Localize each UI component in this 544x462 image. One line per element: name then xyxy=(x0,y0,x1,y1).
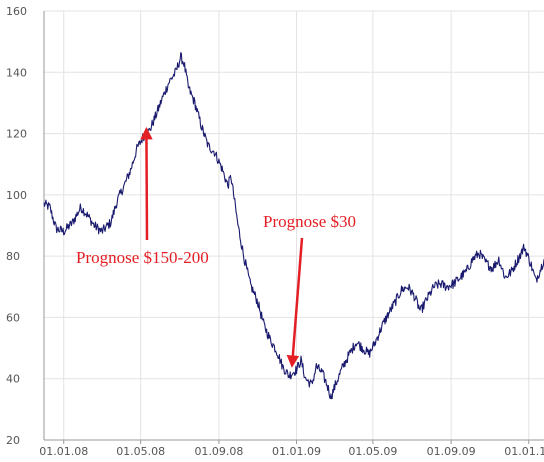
annotation-arrow xyxy=(286,237,304,368)
y-tick-label: 80 xyxy=(6,250,20,263)
y-tick-label: 120 xyxy=(6,128,27,141)
y-tick-label: 100 xyxy=(6,189,27,202)
y-tick-label: 140 xyxy=(6,66,27,79)
annotation-arrow xyxy=(140,126,153,241)
x-tick-label: 01.01.08 xyxy=(39,445,88,458)
x-tick-label: 01.01.10 xyxy=(504,445,544,458)
x-tick-label: 01.09.08 xyxy=(194,445,243,458)
price-series-line xyxy=(43,52,544,400)
y-tick-label: 20 xyxy=(6,434,20,447)
x-tick-label: 01.05.08 xyxy=(116,445,165,458)
y-tick-label: 60 xyxy=(6,311,20,324)
annotation-label: Prognose $30 xyxy=(263,212,356,231)
x-tick-label: 01.09.09 xyxy=(427,445,476,458)
x-tick-label: 01.01.09 xyxy=(272,445,321,458)
y-tick-label: 40 xyxy=(6,373,20,386)
y-tick-label: 160 xyxy=(6,5,27,18)
annotation-label: Prognose $150-200 xyxy=(76,248,209,267)
x-tick-label: 01.05.09 xyxy=(348,445,397,458)
